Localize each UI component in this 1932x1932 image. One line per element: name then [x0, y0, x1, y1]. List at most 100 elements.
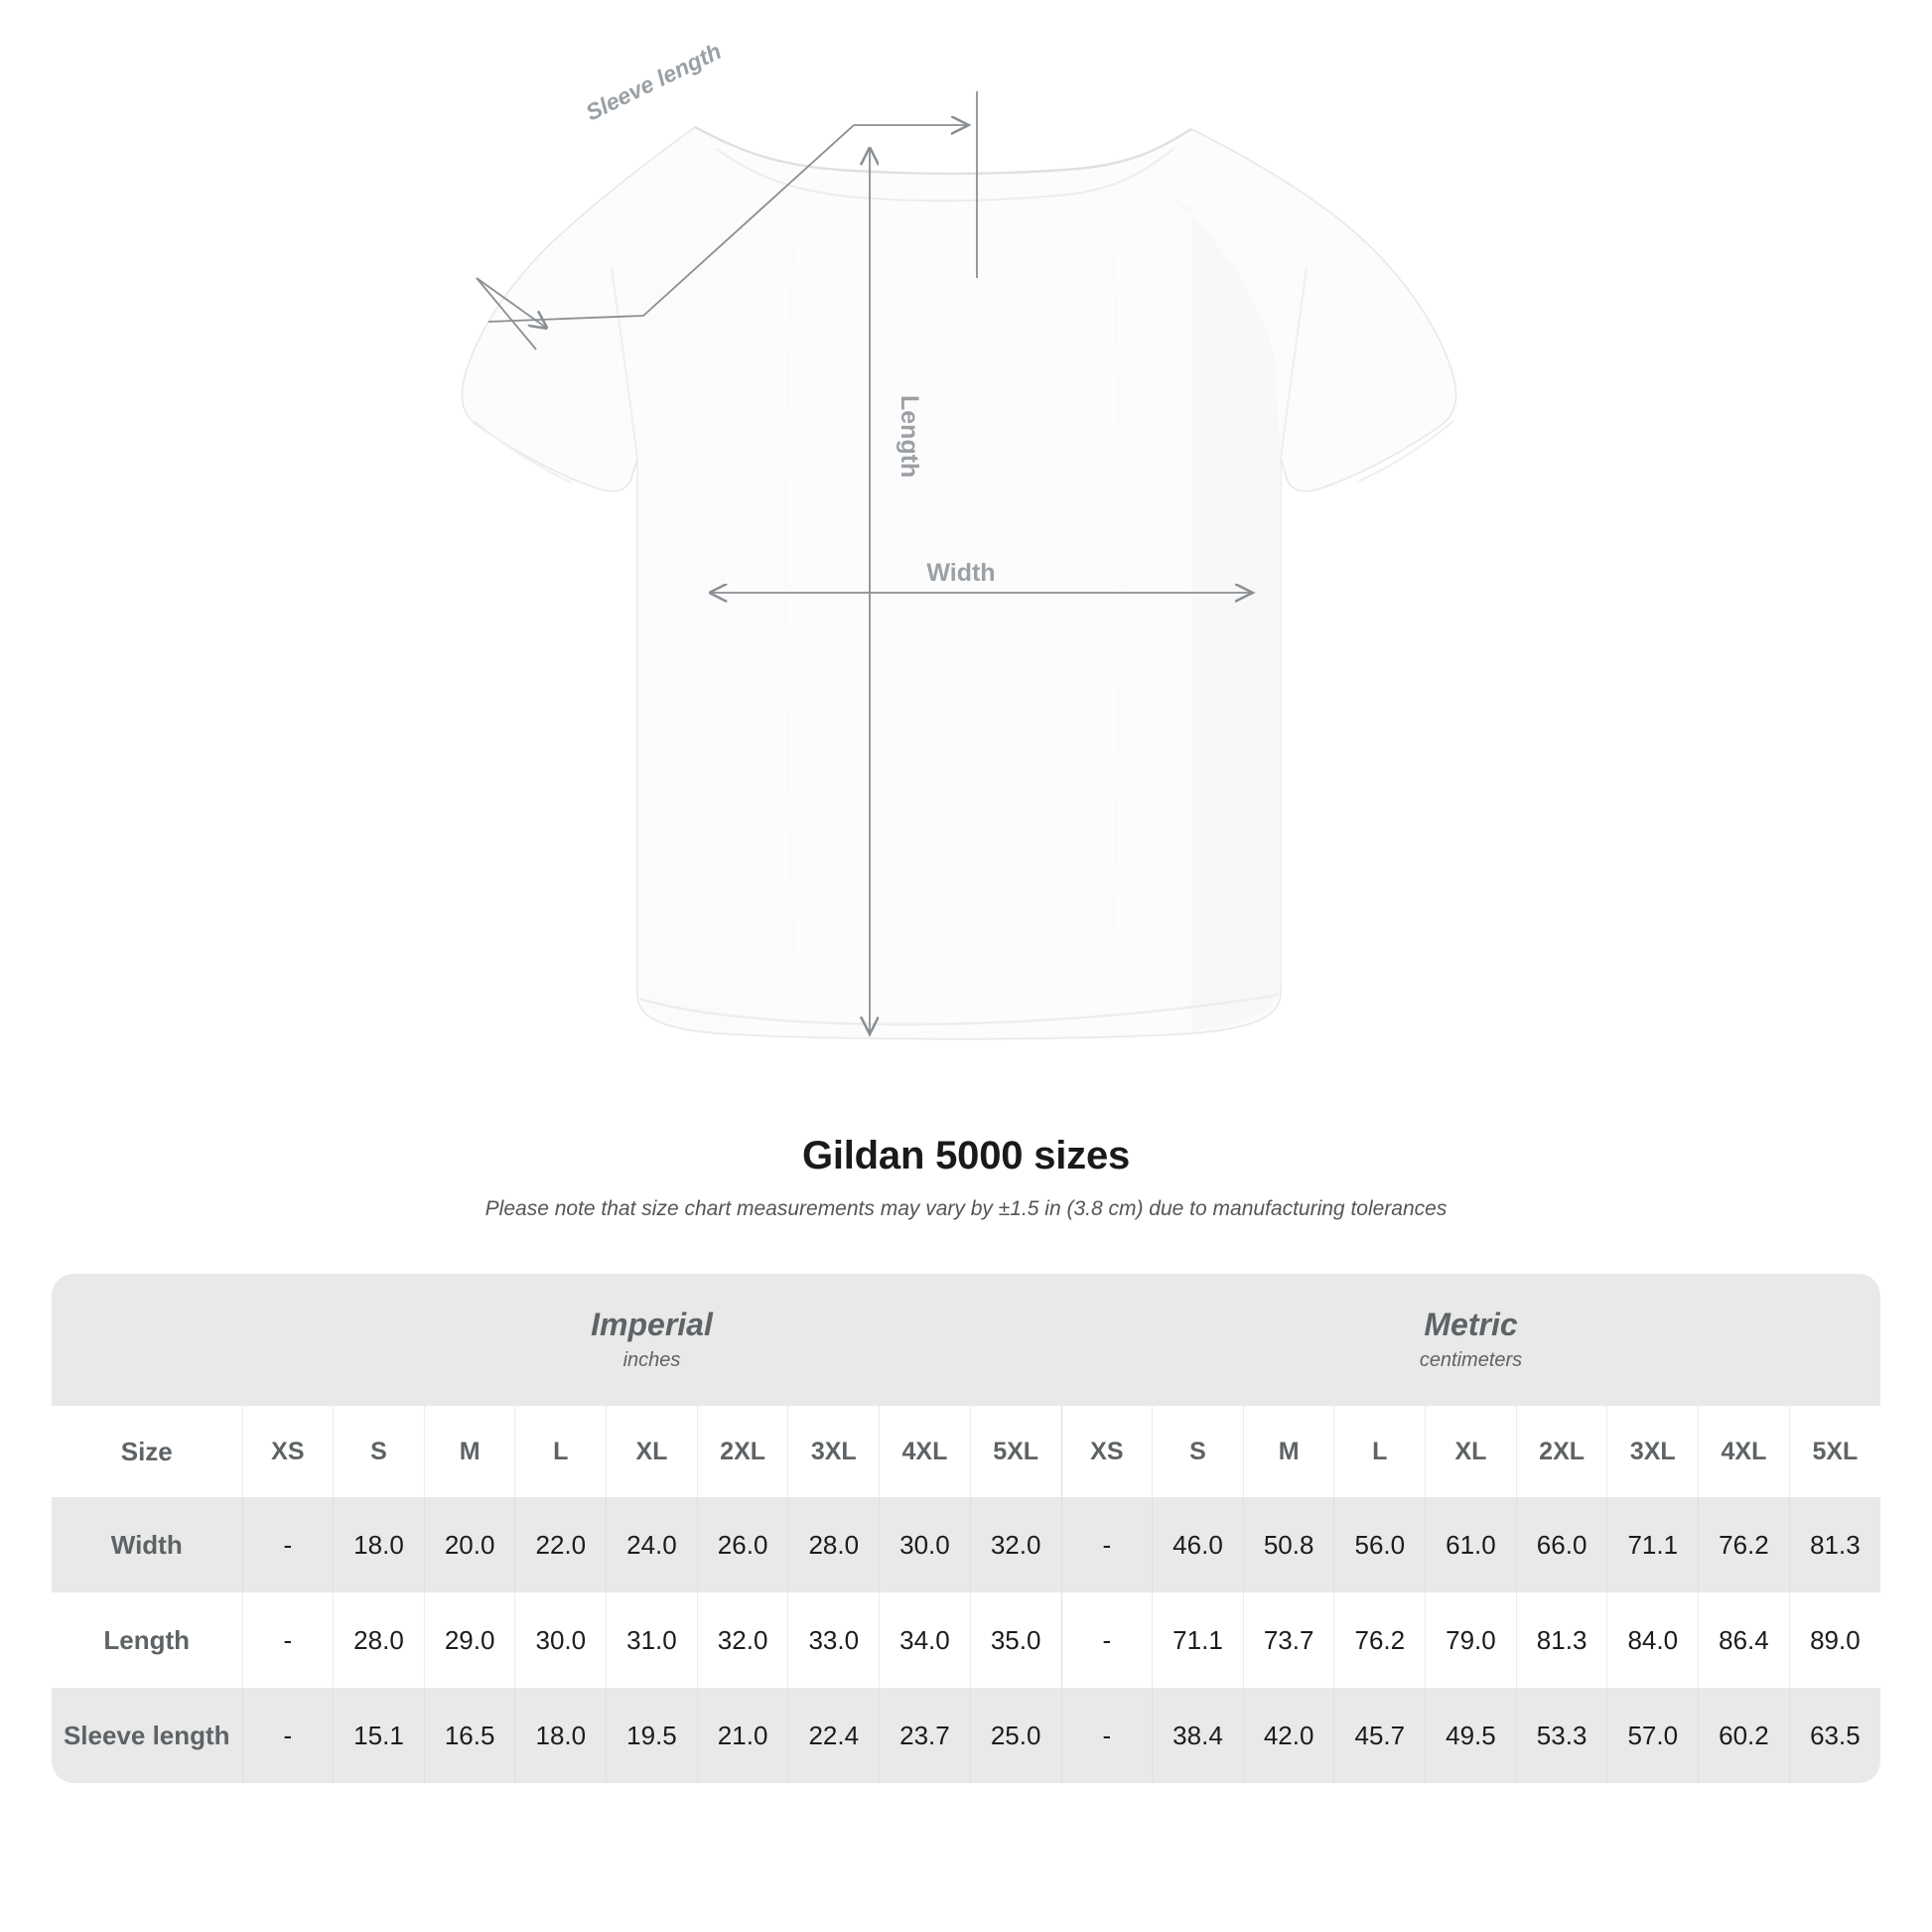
- size-header-imperial-l: L: [514, 1406, 607, 1497]
- cell-sleeve-length-metric-l: 45.7: [1333, 1688, 1426, 1783]
- tshirt-neckline: [694, 125, 1192, 175]
- size-header-metric-s: S: [1152, 1406, 1244, 1497]
- cell-sleeve-length-imperial-3xl: 22.4: [787, 1688, 880, 1783]
- size-header-metric-2xl: 2XL: [1515, 1406, 1607, 1497]
- row-label-length: Length: [52, 1592, 242, 1688]
- size-header-metric-xs: XS: [1060, 1406, 1153, 1497]
- size-header-metric-4xl: 4XL: [1698, 1406, 1790, 1497]
- cell-length-imperial-xl: 31.0: [606, 1592, 698, 1688]
- table-row: Length -28.0 29.0 30.0 31.0 32.0 33.0 34.0 35.0-…: [52, 1592, 1880, 1688]
- cell-width-imperial-xl: 24.0: [606, 1497, 698, 1592]
- tshirt-shading-left: [637, 199, 727, 1031]
- unit-header-metric: Metric centimeters: [1061, 1274, 1880, 1406]
- cell-length-metric-l: 76.2: [1333, 1592, 1426, 1688]
- cell-width-metric-3xl: 71.1: [1606, 1497, 1699, 1592]
- sleeve-length-tick-lower: [476, 277, 537, 350]
- cell-width-imperial-m: 20.0: [423, 1497, 515, 1592]
- cell-length-imperial-s: 28.0: [333, 1592, 425, 1688]
- width-label: Width: [926, 559, 995, 587]
- tshirt-sleeve-seam-right: [1280, 267, 1308, 460]
- cell-sleeve-length-metric-m: 42.0: [1242, 1688, 1334, 1783]
- tshirt-sleeve-hem-right: [1355, 420, 1454, 483]
- size-header-metric-5xl: 5XL: [1788, 1406, 1880, 1497]
- size-header-imperial-4xl: 4XL: [879, 1406, 971, 1497]
- cell-sleeve-length-imperial-5xl: 25.0: [969, 1688, 1061, 1783]
- table-row: Width -18.0 20.0 22.0 24.0 26.0 28.0 30.0 32.0-4…: [52, 1497, 1880, 1592]
- tshirt-collar-rib: [716, 148, 1174, 203]
- table-row: Sleeve length -15.1 16.5 18.0 19.5 21.0 22.4 23…: [52, 1688, 1880, 1783]
- cell-sleeve-length-metric-s: 38.4: [1152, 1688, 1244, 1783]
- size-header-metric-l: L: [1333, 1406, 1426, 1497]
- size-header-metric-xl: XL: [1425, 1406, 1517, 1497]
- size-header-imperial-5xl: 5XL: [969, 1406, 1061, 1497]
- cell-width-imperial-xs: -: [241, 1497, 334, 1592]
- cell-width-metric-s: 46.0: [1152, 1497, 1244, 1592]
- cell-length-metric-3xl: 84.0: [1606, 1592, 1699, 1688]
- size-header-imperial-m: M: [423, 1406, 515, 1497]
- cell-length-imperial-2xl: 32.0: [696, 1592, 788, 1688]
- cell-width-metric-xl: 61.0: [1425, 1497, 1517, 1592]
- cell-length-imperial-5xl: 35.0: [969, 1592, 1061, 1688]
- cell-sleeve-length-metric-xl: 49.5: [1425, 1688, 1517, 1783]
- cell-width-metric-4xl: 76.2: [1698, 1497, 1790, 1592]
- cell-width-metric-m: 50.8: [1242, 1497, 1334, 1592]
- cell-length-metric-s: 71.1: [1152, 1592, 1244, 1688]
- cell-sleeve-length-metric-4xl: 60.2: [1698, 1688, 1790, 1783]
- cell-width-imperial-l: 22.0: [514, 1497, 607, 1592]
- cell-width-metric-5xl: 81.3: [1788, 1497, 1880, 1592]
- unit-name: Imperial: [591, 1306, 713, 1342]
- size-header-imperial-2xl: 2XL: [696, 1406, 788, 1497]
- unit-header-row: Imperial inches Metric centimeters: [52, 1274, 1880, 1406]
- cell-sleeve-length-imperial-xl: 19.5: [606, 1688, 698, 1783]
- unit-header-spacer: [52, 1274, 242, 1406]
- cell-width-imperial-s: 18.0: [333, 1497, 425, 1592]
- cell-length-metric-xl: 79.0: [1425, 1592, 1517, 1688]
- size-header-metric-m: M: [1242, 1406, 1334, 1497]
- cell-length-metric-xs: -: [1060, 1592, 1153, 1688]
- size-header-row: Size XS S M L XL 2XL 3XL 4XL 5XL XS S M L XL 2XL 3XL 4XL 5…: [52, 1406, 1880, 1497]
- cell-sleeve-length-metric-xs: -: [1060, 1688, 1153, 1783]
- tshirt-sleeve-seam-left: [611, 267, 638, 460]
- tshirt-fold-1: [784, 247, 796, 954]
- cell-length-imperial-xs: -: [241, 1592, 334, 1688]
- cell-length-imperial-l: 30.0: [514, 1592, 607, 1688]
- cell-sleeve-length-imperial-2xl: 21.0: [696, 1688, 788, 1783]
- size-chart-table: Imperial inches Metric centimeters Size XS S M L…: [52, 1274, 1880, 1783]
- cell-length-metric-m: 73.7: [1242, 1592, 1334, 1688]
- cell-length-metric-5xl: 89.0: [1788, 1592, 1880, 1688]
- cell-width-imperial-3xl: 28.0: [787, 1497, 880, 1592]
- size-table-container: Imperial inches Metric centimeters Size XS S M L…: [52, 1274, 1880, 1783]
- unit-subtitle: centimeters: [1419, 1348, 1523, 1371]
- cell-length-imperial-4xl: 34.0: [879, 1592, 971, 1688]
- size-header-imperial-xl: XL: [606, 1406, 698, 1497]
- cell-width-metric-l: 56.0: [1333, 1497, 1426, 1592]
- page-title: Gildan 5000 sizes: [801, 1134, 1131, 1177]
- tshirt-sleeve-hem-left: [474, 420, 573, 483]
- size-header-imperial-s: S: [333, 1406, 425, 1497]
- cell-sleeve-length-imperial-s: 15.1: [333, 1688, 425, 1783]
- tshirt-illustration: [461, 125, 1457, 1040]
- length-label: Length: [896, 395, 923, 478]
- cell-width-imperial-4xl: 30.0: [879, 1497, 971, 1592]
- cell-sleeve-length-metric-5xl: 63.5: [1788, 1688, 1880, 1783]
- unit-header-imperial: Imperial inches: [242, 1274, 1061, 1406]
- title-block: Gildan 5000 sizes Please note that size …: [0, 1132, 1932, 1223]
- unit-subtitle: inches: [622, 1348, 681, 1371]
- tshirt-measurement-diagram: Sleeve length Length Width: [461, 38, 1457, 1040]
- cell-width-imperial-2xl: 26.0: [696, 1497, 788, 1592]
- tshirt-shading-right: [1172, 199, 1281, 1031]
- cell-length-metric-4xl: 86.4: [1698, 1592, 1790, 1688]
- cell-sleeve-length-metric-3xl: 57.0: [1606, 1688, 1699, 1783]
- row-label-width: Width: [52, 1497, 242, 1592]
- cell-width-metric-xs: -: [1060, 1497, 1153, 1592]
- cell-length-imperial-3xl: 33.0: [787, 1592, 880, 1688]
- tolerance-note: Please note that size chart measurements…: [484, 1197, 1448, 1220]
- tshirt-fold-2: [1110, 247, 1122, 954]
- size-header-imperial-xs: XS: [241, 1406, 334, 1497]
- sleeve-length-label: Sleeve length: [582, 38, 726, 125]
- cell-sleeve-length-imperial-xs: -: [241, 1688, 334, 1783]
- cell-sleeve-length-imperial-4xl: 23.7: [879, 1688, 971, 1783]
- unit-name: Metric: [1424, 1306, 1518, 1342]
- size-column-header: Size: [52, 1406, 242, 1497]
